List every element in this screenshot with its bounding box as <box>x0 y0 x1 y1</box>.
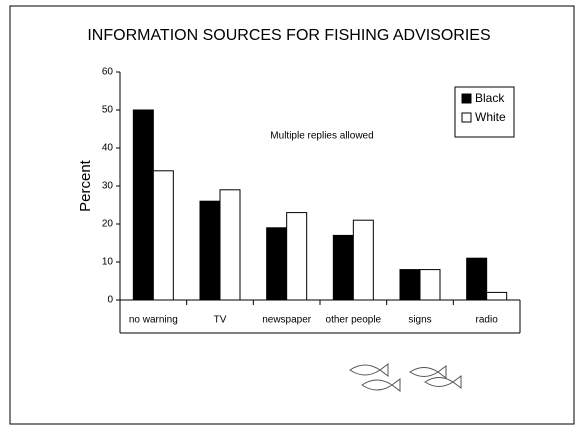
bar <box>219 189 241 301</box>
bar <box>332 234 354 301</box>
y-tick-label: 10 <box>102 257 114 268</box>
bar <box>352 219 374 301</box>
legend-label: Black <box>475 91 505 105</box>
y-axis-label: Percent <box>77 159 94 212</box>
x-tick-label: TV <box>214 315 227 326</box>
fish-icon <box>409 365 447 379</box>
fish-icon <box>349 363 389 377</box>
bar <box>419 269 441 301</box>
slide-border <box>9 5 575 425</box>
y-tick-label: 30 <box>102 181 114 192</box>
bar <box>466 257 488 301</box>
x-tick-label: signs <box>408 315 431 326</box>
bar <box>486 291 508 301</box>
y-tick-label: 50 <box>102 105 114 116</box>
legend-swatch <box>461 93 472 104</box>
annotation: Multiple replies allowed <box>270 131 373 142</box>
legend-label: White <box>475 110 506 124</box>
bar <box>152 170 174 301</box>
bar <box>286 212 308 301</box>
bar <box>266 227 288 301</box>
bar <box>132 109 154 301</box>
bar <box>399 269 421 301</box>
y-tick-label: 0 <box>107 295 113 306</box>
fish-illustration <box>349 363 462 392</box>
bar <box>199 200 221 301</box>
x-tick-label: newspaper <box>262 315 312 326</box>
x-tick-label: radio <box>476 315 499 326</box>
fish-icon <box>361 378 401 392</box>
fish-icon <box>424 375 462 389</box>
x-tick-label: no warning <box>129 315 178 326</box>
legend-swatch <box>461 112 472 123</box>
y-tick-label: 20 <box>102 219 114 230</box>
x-tick-label: other people <box>326 315 382 326</box>
chart-title: INFORMATION SOURCES FOR FISHING ADVISORI… <box>87 27 490 44</box>
y-tick-label: 60 <box>102 67 114 78</box>
y-tick-label: 40 <box>102 143 114 154</box>
